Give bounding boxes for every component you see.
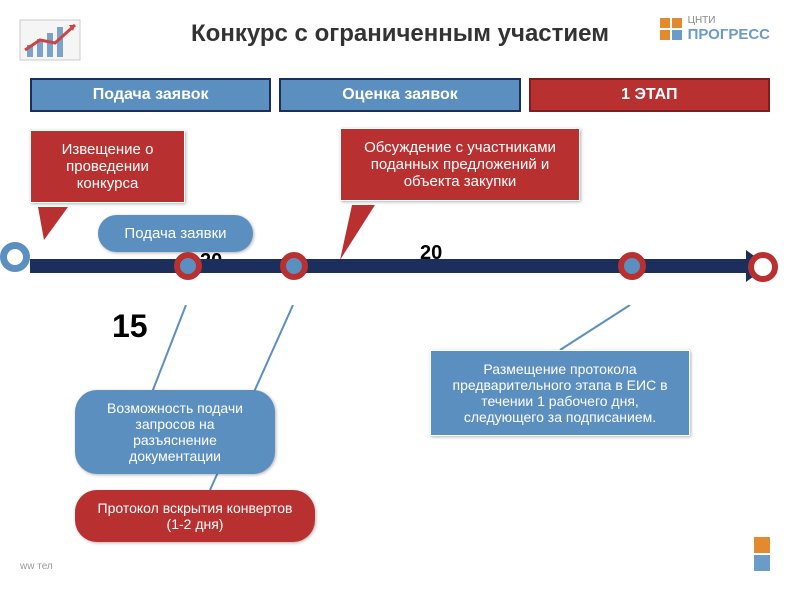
tab-stage1: 1 ЭТАП (529, 78, 770, 112)
logo-right-bottom: ПРОГРЕСС (688, 26, 770, 43)
connector-place-svg (540, 305, 640, 355)
footer-text: ww тел (20, 561, 53, 572)
logo-right: ЦНТИ ПРОГРЕСС (659, 15, 770, 43)
timeline (0, 242, 800, 292)
logo-right-icon (659, 17, 683, 41)
node-start (0, 242, 30, 272)
node-end (748, 252, 778, 282)
callout-protocol-place: Размещение протокола предварительного эт… (430, 350, 690, 436)
callout-notice-pointer (38, 207, 68, 240)
node-2 (174, 252, 202, 280)
tab-submit: Подача заявок (30, 78, 271, 112)
callout-protocol-open: Протокол вскрытия конвертов (1-2 дня) (75, 490, 315, 542)
node-4 (618, 252, 646, 280)
callout-discuss: Обсуждение с участниками поданных предло… (340, 128, 580, 201)
tab-evaluate: Оценка заявок (279, 78, 520, 112)
tabs-row: Подача заявок Оценка заявок 1 ЭТАП (30, 78, 770, 112)
callout-notice: Извещение о проведении конкурса (30, 130, 185, 203)
logo-right-top: ЦНТИ (688, 15, 770, 26)
callout-clarify: Возможность подачи запросов на разъяснен… (75, 390, 275, 474)
decor-squares (754, 536, 770, 572)
node-3 (280, 252, 308, 280)
logo-left (15, 15, 85, 65)
connector-clarify-svg (93, 305, 193, 400)
